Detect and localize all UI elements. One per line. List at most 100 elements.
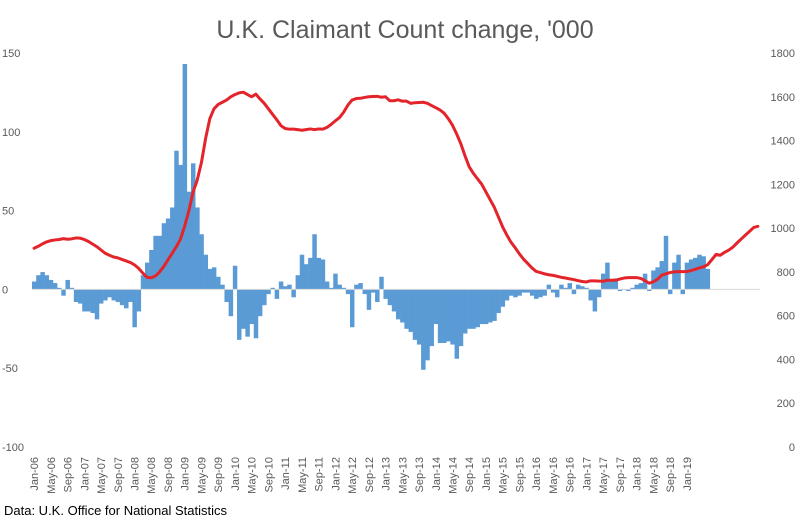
x-tick-label: Sep-18 bbox=[665, 457, 677, 492]
bar bbox=[488, 289, 493, 323]
x-tick-label: May-08 bbox=[146, 457, 158, 494]
bar bbox=[492, 289, 497, 321]
bar bbox=[174, 150, 179, 290]
bar bbox=[697, 254, 702, 290]
bar bbox=[634, 284, 639, 290]
bar bbox=[366, 289, 372, 310]
bar bbox=[538, 289, 543, 298]
bar bbox=[291, 289, 296, 298]
left-tick-label: 150 bbox=[2, 48, 20, 60]
bar bbox=[693, 257, 698, 290]
left-tick-label: 0 bbox=[2, 284, 8, 296]
bar bbox=[504, 289, 510, 301]
x-tick-label: Sep-08 bbox=[163, 457, 175, 492]
right-tick-label: 800 bbox=[777, 267, 795, 279]
bar bbox=[345, 289, 351, 295]
x-tick-label: May-13 bbox=[397, 457, 409, 494]
bar bbox=[157, 235, 162, 290]
x-tick-label: Sep-12 bbox=[364, 457, 376, 492]
bar bbox=[433, 289, 439, 325]
bar bbox=[559, 284, 564, 290]
bar bbox=[40, 272, 45, 290]
bar bbox=[186, 191, 192, 290]
bar bbox=[429, 289, 434, 347]
bar bbox=[584, 287, 589, 290]
bar bbox=[69, 287, 75, 290]
x-tick-label: Sep-11 bbox=[314, 457, 326, 492]
bar bbox=[580, 286, 585, 290]
bar bbox=[312, 234, 317, 290]
bar bbox=[128, 289, 133, 303]
bar bbox=[688, 259, 694, 290]
right-tick-label: 0 bbox=[789, 442, 795, 454]
x-tick-label: Sep-07 bbox=[113, 457, 125, 492]
bar bbox=[663, 235, 669, 290]
bar bbox=[199, 234, 204, 290]
bar bbox=[308, 257, 313, 290]
x-tick-label: Jan-11 bbox=[280, 457, 292, 490]
bar bbox=[44, 275, 50, 290]
bar bbox=[211, 267, 217, 290]
bar bbox=[153, 235, 158, 290]
bar bbox=[149, 250, 154, 290]
x-tick-label: Sep-06 bbox=[63, 457, 75, 492]
bar bbox=[467, 289, 472, 329]
bar bbox=[437, 289, 443, 343]
bar bbox=[207, 268, 213, 290]
bar bbox=[638, 283, 644, 290]
x-tick-label: Jan-19 bbox=[682, 457, 694, 491]
x-tick-label: Sep-17 bbox=[615, 457, 627, 492]
left-tick-label: 100 bbox=[2, 127, 20, 139]
bar bbox=[672, 262, 677, 290]
bar bbox=[241, 289, 246, 329]
bar bbox=[596, 289, 602, 298]
x-tick-label: May-09 bbox=[196, 457, 208, 494]
bar bbox=[283, 286, 288, 290]
x-tick-label: May-17 bbox=[598, 457, 610, 494]
x-tick-label: Sep-10 bbox=[263, 457, 275, 492]
bar bbox=[195, 207, 200, 290]
bar bbox=[705, 268, 711, 290]
bar bbox=[220, 284, 225, 290]
right-tick-label: 400 bbox=[777, 354, 795, 366]
bar bbox=[571, 289, 577, 295]
bar bbox=[124, 289, 129, 309]
bar bbox=[458, 289, 464, 347]
bar bbox=[333, 273, 338, 290]
bar bbox=[245, 289, 250, 337]
bar bbox=[224, 289, 229, 303]
x-tick-label: Jan-17 bbox=[581, 457, 593, 491]
right-tick-label: 600 bbox=[777, 311, 795, 323]
bar bbox=[98, 289, 104, 304]
bar bbox=[115, 289, 121, 303]
bar bbox=[588, 289, 593, 301]
bar bbox=[400, 289, 405, 323]
bar bbox=[404, 289, 409, 329]
bar bbox=[592, 289, 598, 312]
source-note: Data: U.K. Office for National Statistic… bbox=[4, 503, 228, 518]
bar bbox=[500, 289, 506, 307]
bar bbox=[337, 284, 342, 290]
x-tick-label: May-11 bbox=[297, 457, 309, 493]
bar bbox=[57, 287, 62, 290]
bar bbox=[52, 283, 58, 290]
bar bbox=[170, 207, 175, 290]
bar bbox=[396, 289, 401, 320]
bar bbox=[513, 289, 518, 298]
bar bbox=[320, 259, 326, 290]
bar bbox=[647, 289, 652, 291]
bar bbox=[680, 289, 685, 295]
bar bbox=[630, 287, 635, 290]
bar bbox=[496, 289, 501, 314]
x-tick-label: Jan-13 bbox=[381, 457, 393, 491]
bar bbox=[412, 289, 418, 340]
x-tick-label: Jan-12 bbox=[330, 457, 342, 491]
bar bbox=[182, 64, 188, 290]
bar bbox=[48, 279, 54, 290]
bar bbox=[111, 289, 116, 301]
bar bbox=[329, 287, 334, 290]
x-tick-label: Sep-15 bbox=[514, 457, 526, 492]
x-tick-label: Jan-15 bbox=[481, 457, 493, 491]
bar bbox=[249, 289, 255, 325]
bar bbox=[257, 289, 263, 317]
